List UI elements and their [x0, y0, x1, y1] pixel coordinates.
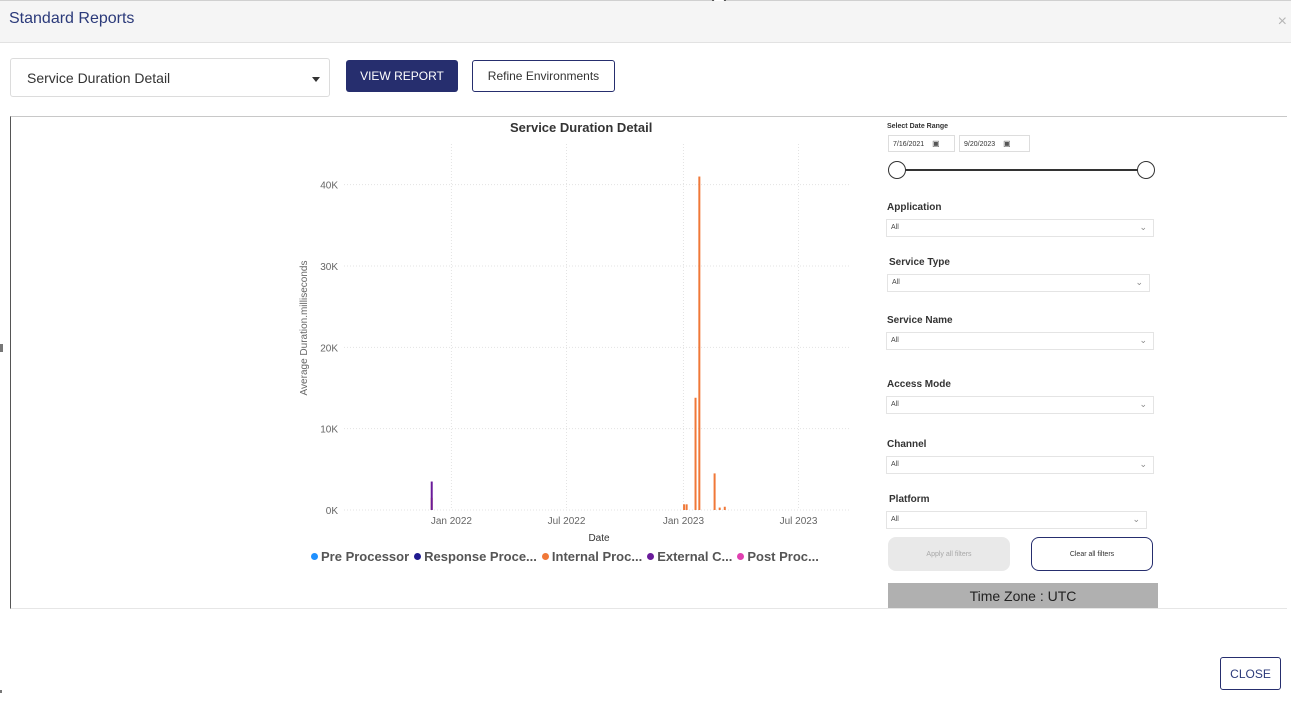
access-mode-dropdown[interactable]: All ⌄	[886, 396, 1154, 414]
report-select-value: Service Duration Detail	[27, 70, 171, 86]
chart-axes: 0K 10K 20K 30K 40K Jan 2022 Jul 2022 Jan 2023 Ju…	[320, 181, 818, 527]
access-mode-label: Access Mode	[887, 379, 951, 390]
legend-label: Pre Processor	[321, 549, 410, 564]
dialog-header: Standard Reports ×	[0, 1, 1291, 43]
left-edge-mark-lower	[0, 690, 2, 693]
channel-label: Channel	[887, 439, 927, 450]
legend-item[interactable]: Pre Processor	[311, 549, 409, 564]
left-edge-mark	[0, 344, 3, 352]
bar-internal-proc-	[698, 176, 701, 510]
y-tick-label: 40K	[320, 181, 338, 192]
start-date-value: 7/16/2021	[893, 141, 925, 148]
channel-value: All	[891, 461, 899, 468]
start-date-field[interactable]: 7/16/2021 ▣	[888, 135, 955, 152]
chart-title: Service Duration Detail	[510, 120, 653, 135]
legend-label: External C...	[657, 549, 733, 564]
y-tick-label: 20K	[320, 343, 338, 354]
top-border	[0, 0, 1291, 1]
x-axis-label: Date	[588, 533, 610, 544]
chart-bars	[430, 176, 726, 510]
legend-dot-icon	[647, 553, 655, 560]
chart-grid	[344, 144, 850, 511]
chevron-down-icon: ⌄	[1139, 459, 1147, 469]
chart-legend: Pre Processor Response Proce... Internal P…	[311, 549, 819, 564]
bar-internal-proc-	[683, 504, 686, 510]
apply-all-filters-button[interactable]: Apply all filters	[888, 537, 1010, 571]
bar-chart: 0K 10K 20K 30K 40K Jan 2022 Jul 2022 Jan 2023 Ju…	[299, 144, 850, 544]
legend-label: Internal Proc...	[551, 549, 643, 564]
application-value: All	[891, 224, 899, 231]
legend-item[interactable]: External C...	[647, 549, 732, 564]
legend-label: Response Proce...	[424, 549, 537, 564]
legend-label: Post Proc...	[747, 549, 819, 564]
y-tick-label: 30K	[320, 262, 338, 273]
platform-label: Platform	[889, 494, 930, 505]
view-report-button[interactable]: VIEW REPORT	[346, 60, 458, 92]
bar-internal-proc-	[694, 397, 697, 510]
application-label: Application	[887, 202, 942, 213]
date-range-slider-track[interactable]	[897, 169, 1147, 171]
y-tick-label: 10K	[320, 425, 338, 436]
legend-dot-icon	[737, 553, 745, 560]
clear-all-filters-button[interactable]: Clear all filters	[1031, 537, 1153, 571]
chevron-down-icon: ⌄	[1139, 222, 1147, 232]
close-icon[interactable]: ×	[1277, 13, 1287, 30]
service-name-label: Service Name	[887, 315, 953, 326]
legend-item[interactable]: Internal Proc...	[541, 549, 643, 564]
service-type-label: Service Type	[889, 257, 950, 268]
date-range-label: Select Date Range	[887, 123, 949, 130]
legend-dot-icon	[541, 553, 549, 560]
legend-dot-icon	[414, 553, 422, 560]
platform-value: All	[891, 516, 899, 523]
report-select[interactable]: Service Duration Detail	[10, 58, 330, 97]
access-mode-value: All	[891, 401, 899, 408]
end-date-field[interactable]: 9/20/2023 ▣	[959, 135, 1030, 152]
service-type-value: All	[892, 279, 900, 286]
bar-internal-proc-	[718, 507, 721, 510]
date-range-slider-end-handle[interactable]	[1137, 161, 1155, 179]
dialog-title: Standard Reports	[9, 10, 135, 27]
x-tick-label: Jan 2023	[663, 516, 705, 527]
legend-item[interactable]: Post Proc...	[737, 549, 819, 564]
service-type-dropdown[interactable]: All ⌄	[887, 274, 1150, 292]
service-name-dropdown[interactable]: All ⌄	[886, 332, 1154, 350]
chevron-down-icon: ⌄	[1139, 399, 1147, 409]
date-range-slider-start-handle[interactable]	[888, 161, 906, 179]
legend-item[interactable]: Response Proce...	[414, 549, 537, 564]
refine-environments-button[interactable]: Refine Environments	[472, 60, 615, 92]
chevron-down-icon: ⌄	[1135, 277, 1143, 287]
chevron-down-icon: ⌄	[1139, 335, 1147, 345]
bar-internal-proc-	[723, 506, 726, 510]
x-tick-label: Jul 2023	[780, 516, 818, 527]
bar-external-c-	[430, 481, 433, 510]
x-tick-label: Jan 2022	[431, 516, 473, 527]
channel-dropdown[interactable]: All ⌄	[886, 456, 1154, 474]
end-date-value: 9/20/2023	[964, 141, 996, 148]
time-zone-bar: Time Zone : UTC	[888, 583, 1158, 608]
service-name-value: All	[891, 337, 899, 344]
legend-dot-icon	[311, 553, 318, 560]
platform-dropdown[interactable]: All ⌄	[886, 511, 1147, 529]
chevron-down-icon: ⌄	[1132, 514, 1140, 524]
y-axis-label: Average Duration.milliseconds	[299, 261, 310, 396]
bar-internal-proc-	[713, 473, 716, 510]
close-button[interactable]: CLOSE	[1220, 657, 1281, 690]
y-tick-label: 0K	[326, 506, 339, 517]
x-tick-label: Jul 2022	[548, 516, 586, 527]
caret-down-icon	[312, 77, 320, 82]
bar-internal-proc-	[685, 504, 688, 510]
calendar-icon[interactable]: ▣	[1003, 139, 1011, 148]
calendar-icon[interactable]: ▣	[932, 139, 940, 148]
application-dropdown[interactable]: All ⌄	[886, 219, 1154, 237]
